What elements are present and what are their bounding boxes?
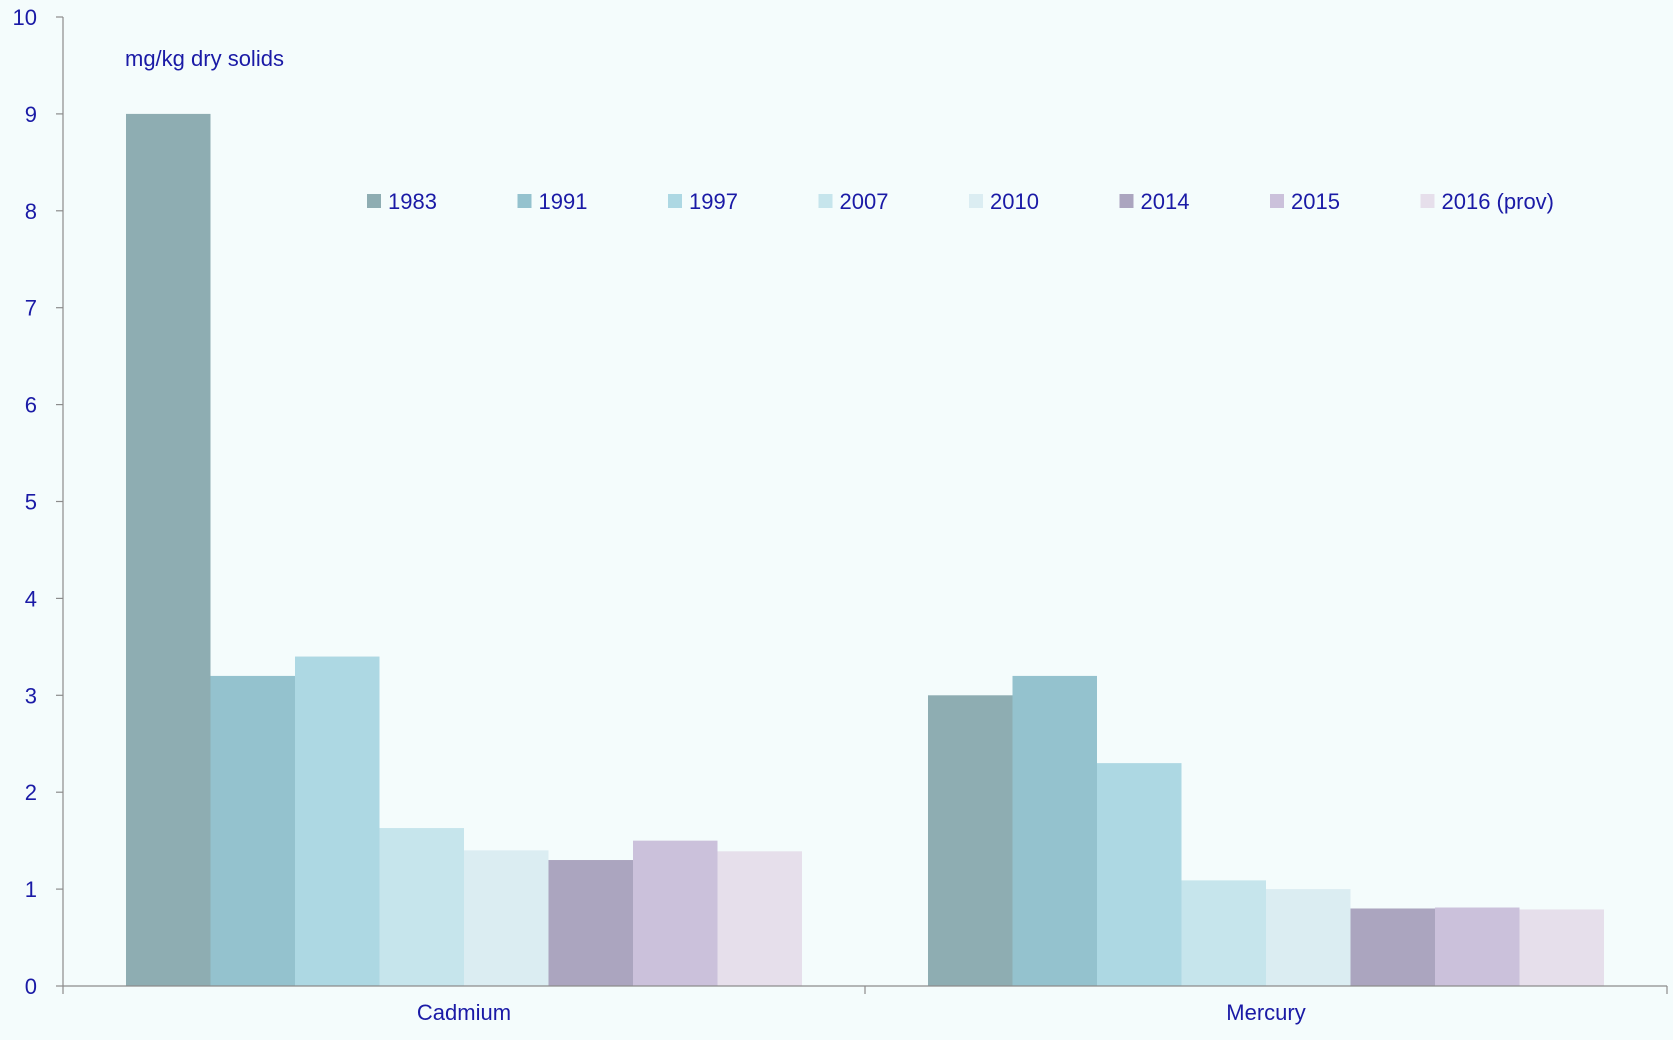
bar-cadmium-1983 — [126, 113, 211, 986]
y-axis-label: mg/kg dry solids — [125, 46, 284, 71]
legend-swatch — [818, 194, 833, 208]
y-tick-label: 10 — [13, 5, 37, 30]
y-tick-label: 6 — [25, 393, 37, 418]
bar-cadmium-2015 — [633, 840, 718, 986]
bar-mercury-2010 — [1266, 889, 1351, 986]
y-tick-label: 5 — [25, 490, 37, 515]
y-tick-label: 0 — [25, 974, 37, 999]
bar-mercury-2007 — [1181, 880, 1266, 986]
bar-cadmium-2014 — [548, 860, 633, 986]
bar-mercury-1997 — [1097, 763, 1182, 986]
bar-cadmium-2016 — [717, 851, 802, 986]
bar-mercury-2016 — [1519, 909, 1604, 986]
legend-swatch — [367, 194, 381, 208]
legend-label: 1983 — [388, 189, 437, 214]
legend-label: 1991 — [539, 189, 588, 214]
legend-label: 2016 (prov) — [1442, 189, 1555, 214]
y-tick-label: 2 — [25, 780, 37, 805]
x-tick-label: Mercury — [1226, 1000, 1305, 1025]
x-tick-label: Cadmium — [417, 1000, 511, 1025]
axes-layer: Cadmium Mercury 0 1 2 3 4 5 6 7 8 9 10 — [13, 5, 1668, 1025]
legend-label: 2015 — [1291, 189, 1340, 214]
bar-cadmium-2010 — [464, 850, 549, 986]
bar-cadmium-1991 — [210, 675, 295, 986]
bar-mercury-1991 — [1012, 675, 1097, 986]
legend-label: 2014 — [1141, 189, 1190, 214]
legend-swatch — [668, 194, 682, 208]
y-tick-label: 8 — [25, 199, 37, 224]
bar-mercury-2015 — [1435, 907, 1520, 986]
bar-mercury-1983 — [928, 695, 1013, 986]
legend: 1983 1991 1997 2007 2010 2014 2015 2016 (prov) — [367, 189, 1554, 214]
y-tick-label: 3 — [25, 683, 37, 708]
legend-label: 2007 — [840, 189, 889, 214]
bar-mercury-2014 — [1350, 908, 1435, 986]
legend-swatch — [1420, 194, 1435, 208]
legend-swatch — [969, 194, 983, 208]
legend-swatch — [1270, 194, 1284, 208]
bar-cadmium-2007 — [379, 828, 464, 986]
y-tick-label: 1 — [25, 877, 37, 902]
legend-swatch — [1119, 194, 1134, 208]
legend-label: 2010 — [990, 189, 1039, 214]
legend-label: 1997 — [689, 189, 738, 214]
legend-swatch — [517, 194, 532, 208]
y-tick-label: 7 — [25, 296, 37, 321]
y-tick-label: 9 — [25, 102, 37, 127]
bars-layer — [126, 113, 1604, 986]
y-tick-label: 4 — [25, 586, 37, 611]
bar-cadmium-1997 — [295, 656, 380, 986]
